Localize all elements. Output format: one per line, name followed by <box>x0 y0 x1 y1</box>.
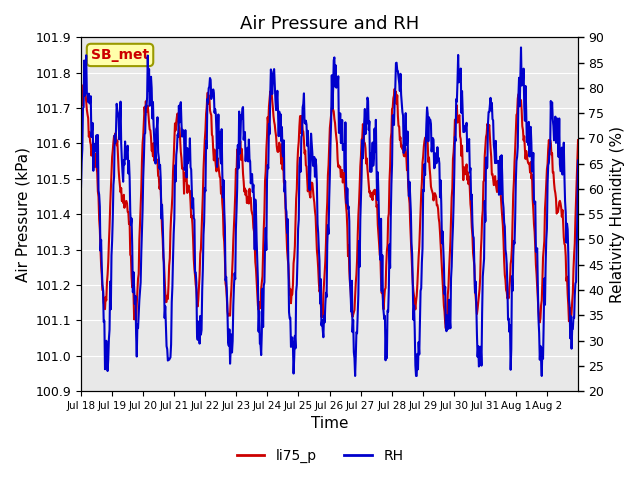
Title: Air Pressure and RH: Air Pressure and RH <box>240 15 419 33</box>
Text: SB_met: SB_met <box>91 48 149 62</box>
X-axis label: Time: Time <box>311 417 348 432</box>
Legend: li75_p, RH: li75_p, RH <box>231 443 409 468</box>
Y-axis label: Relativity Humidity (%): Relativity Humidity (%) <box>610 126 625 303</box>
Y-axis label: Air Pressure (kPa): Air Pressure (kPa) <box>15 147 30 282</box>
